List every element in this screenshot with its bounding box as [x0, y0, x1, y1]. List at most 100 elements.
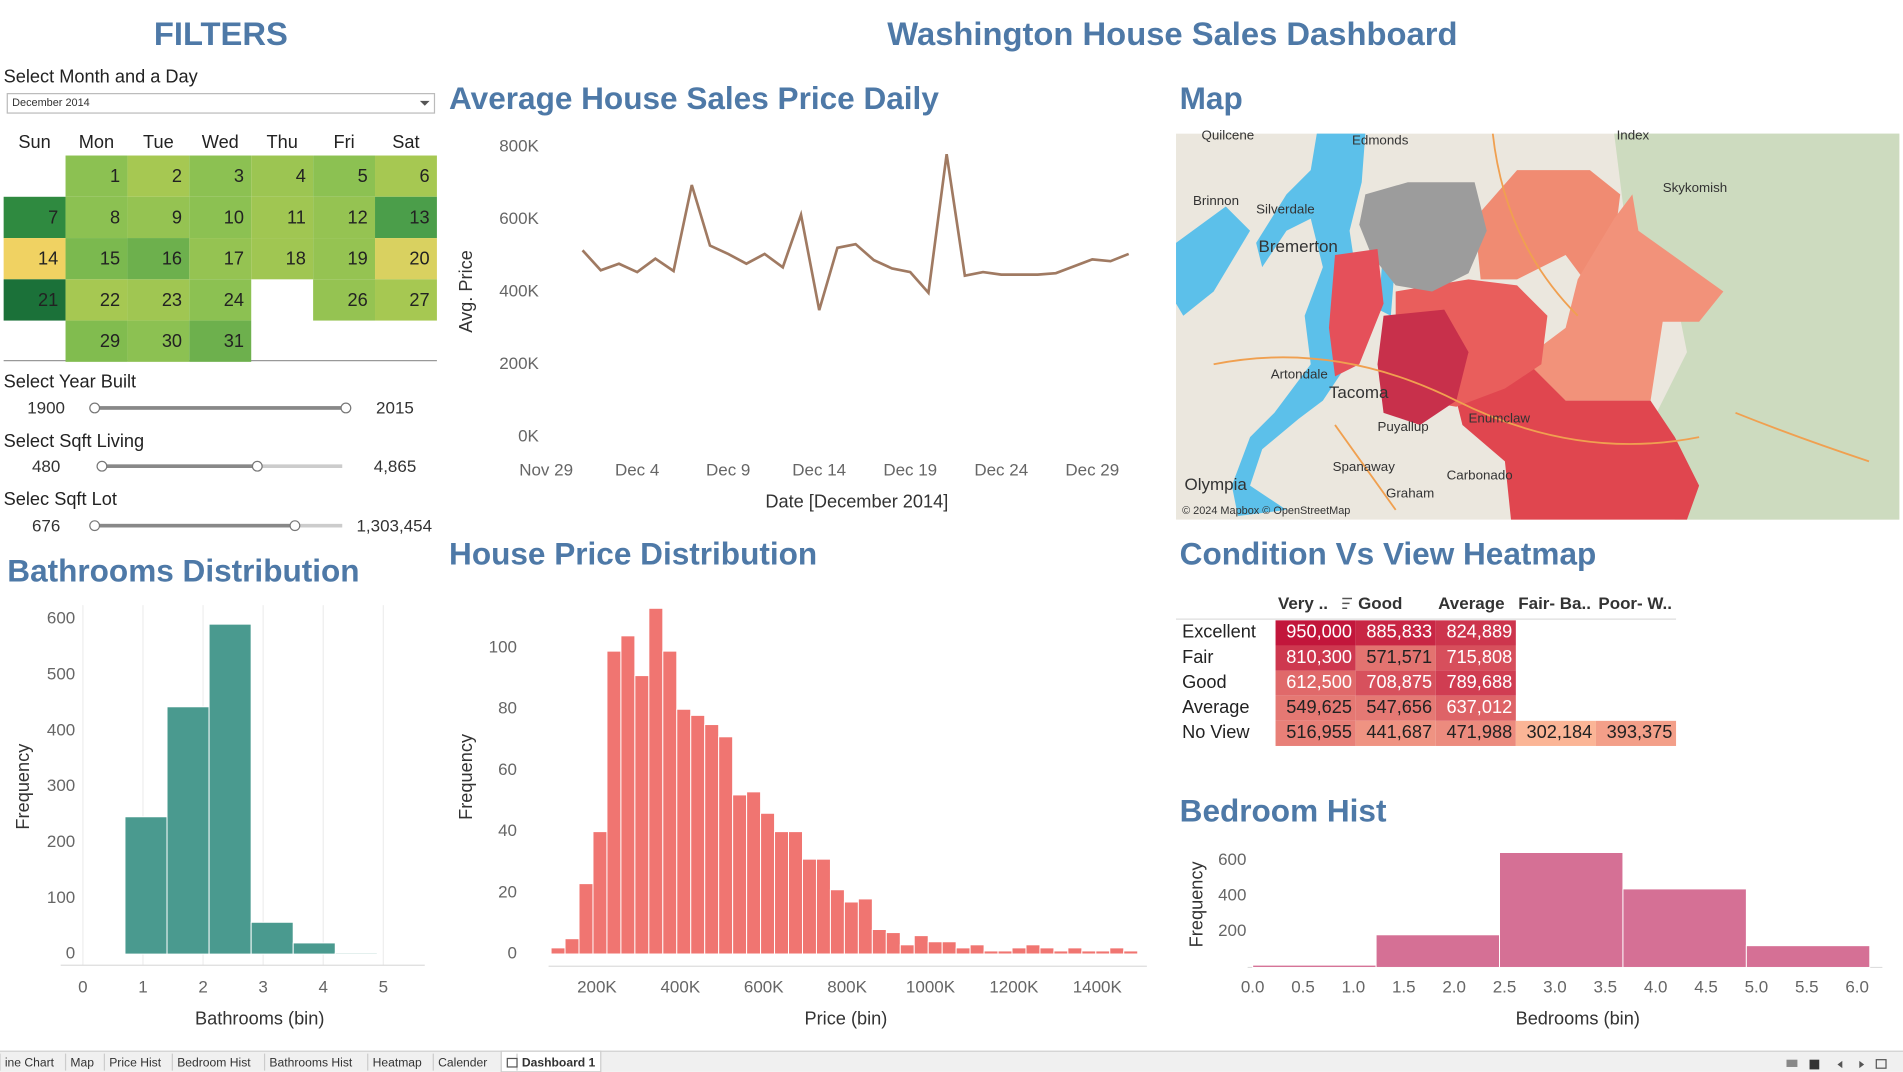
- tab-bar: [0, 1050, 1903, 1072]
- map-region: [1328, 248, 1384, 377]
- bar: [292, 942, 336, 955]
- heatmap-cell: [1275, 670, 1356, 696]
- calendar-day[interactable]: [189, 279, 252, 321]
- heatmap-cell: [1355, 670, 1436, 696]
- bar: [718, 736, 734, 955]
- y-tick-label: 200: [1218, 921, 1246, 940]
- calendar-day[interactable]: [65, 238, 128, 280]
- map-terrain: [1614, 133, 1900, 520]
- bar: [1053, 950, 1069, 955]
- bar: [208, 623, 252, 955]
- calendar-day[interactable]: [65, 279, 128, 321]
- y-tick-label: 400: [1218, 886, 1246, 905]
- tab[interactable]: Calender: [438, 1056, 487, 1070]
- row-header: Good: [1182, 672, 1227, 692]
- calendar-day[interactable]: [251, 238, 314, 280]
- calendar-day[interactable]: [65, 155, 128, 197]
- calendar-day[interactable]: [3, 238, 66, 280]
- y-tick-label: 400K: [499, 282, 539, 301]
- y-tick-label: 0K: [518, 427, 539, 446]
- slider-min: 1900: [27, 399, 65, 418]
- bar: [124, 816, 168, 955]
- tab[interactable]: Map: [70, 1056, 94, 1070]
- weekday-label: Sun: [18, 132, 50, 152]
- map-water: [1176, 206, 1251, 316]
- tab[interactable]: Heatmap: [373, 1056, 422, 1070]
- calendar-day-number: 16: [162, 249, 182, 269]
- heatmap-value: 708,875: [1366, 672, 1432, 692]
- bar: [166, 706, 210, 955]
- weekday-label: Sat: [392, 132, 419, 152]
- calendar-day-number: 2: [172, 166, 182, 186]
- calendar-day-number: 18: [286, 249, 306, 269]
- calendar-day[interactable]: [65, 320, 128, 362]
- chart-title: Average House Sales Price Daily: [449, 80, 939, 116]
- slider-handle[interactable]: [89, 402, 101, 414]
- x-tick-label: 2.0: [1442, 978, 1466, 997]
- bar: [1252, 964, 1377, 968]
- calendar-day[interactable]: [189, 238, 252, 280]
- y-axis-title: Frequency: [1187, 860, 1207, 947]
- calendar-day[interactable]: [3, 279, 66, 321]
- weekday-label: Tue: [143, 132, 174, 152]
- tab[interactable]: Dashboard 1: [522, 1056, 596, 1070]
- x-tick-label: 1.5: [1392, 978, 1416, 997]
- bar: [592, 831, 608, 955]
- bar: [1081, 950, 1097, 955]
- view-icon[interactable]: [1875, 1059, 1887, 1069]
- calendar-day[interactable]: [313, 238, 376, 280]
- calendar-day[interactable]: [189, 320, 252, 362]
- calendar-day[interactable]: [313, 155, 376, 197]
- slider-handle[interactable]: [96, 460, 108, 472]
- calendar-day[interactable]: [251, 155, 314, 197]
- slider-handle[interactable]: [289, 520, 301, 532]
- x-tick-label: 4.0: [1644, 978, 1668, 997]
- calendar-day[interactable]: [127, 155, 190, 197]
- view-icon[interactable]: [1809, 1059, 1820, 1070]
- x-tick-label: 800K: [827, 978, 867, 997]
- calendar-day[interactable]: [127, 320, 190, 362]
- slider-handle[interactable]: [251, 460, 263, 472]
- calendar-day[interactable]: [251, 196, 314, 239]
- calendar-day[interactable]: [3, 196, 66, 239]
- x-tick-label: 5.5: [1795, 978, 1819, 997]
- calendar-day[interactable]: [127, 279, 190, 321]
- tab[interactable]: Bedroom Hist: [177, 1056, 251, 1070]
- calendar-day[interactable]: [65, 196, 128, 239]
- tab-icon: [506, 1057, 518, 1068]
- calendar-day[interactable]: [375, 155, 437, 197]
- bar: [606, 650, 622, 955]
- tab[interactable]: Price Hist: [109, 1056, 162, 1070]
- sort-icon[interactable]: [1342, 597, 1353, 609]
- x-tick-label: Dec 4: [615, 461, 659, 480]
- view-icon[interactable]: [1786, 1059, 1798, 1067]
- calendar-day[interactable]: [127, 238, 190, 280]
- y-tick-label: 300: [47, 776, 75, 795]
- calendar-day[interactable]: [375, 196, 437, 239]
- calendar-day[interactable]: [189, 196, 252, 239]
- heatmap-value: 393,375: [1607, 722, 1673, 742]
- dropdown[interactable]: [6, 93, 436, 114]
- slider-handle[interactable]: [89, 520, 101, 532]
- x-tick-label: Dec 24: [974, 461, 1028, 480]
- calendar-day[interactable]: [313, 196, 376, 239]
- calendar-day[interactable]: [189, 155, 252, 197]
- calendar-day-number: 30: [162, 331, 182, 351]
- x-tick-label: Dec 19: [883, 461, 937, 480]
- slider-label: Select Year Built: [4, 371, 136, 391]
- tab[interactable]: ine Chart: [5, 1056, 55, 1070]
- slider-handle[interactable]: [340, 402, 352, 414]
- tab[interactable]: Bathrooms Hist: [269, 1056, 353, 1070]
- calendar-day[interactable]: [375, 279, 437, 321]
- calendar-day[interactable]: [375, 238, 437, 280]
- x-tick-label: Dec 29: [1065, 461, 1119, 480]
- column-header: Very ..: [1278, 594, 1328, 613]
- bar: [871, 929, 887, 955]
- calendar-day[interactable]: [313, 279, 376, 321]
- y-tick-label: 600: [1218, 850, 1246, 869]
- map-region: [1359, 182, 1487, 292]
- bar: [578, 883, 594, 955]
- map-attribution: © 2024 Mapbox © OpenStreetMap: [1182, 505, 1350, 517]
- bar: [334, 952, 378, 955]
- calendar-day[interactable]: [127, 196, 190, 239]
